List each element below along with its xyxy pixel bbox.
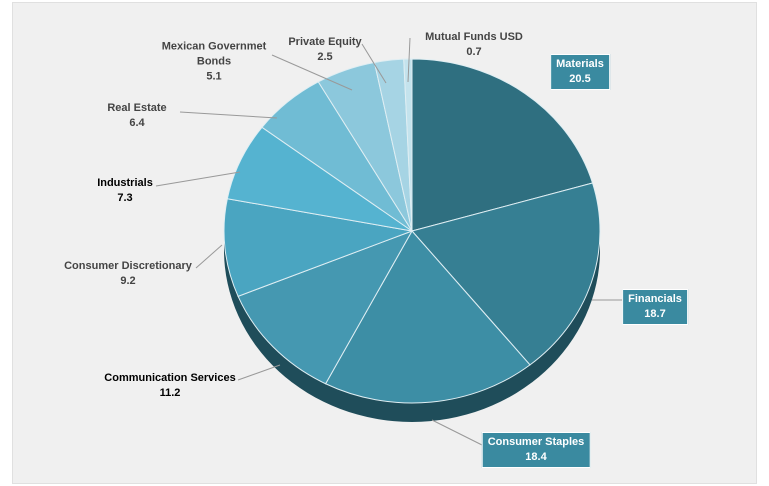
data-label: Private Equity 2.5	[288, 35, 361, 65]
value-label: 0.7	[466, 46, 482, 58]
pie-slice	[324, 230, 531, 404]
category-label: Private Equity	[288, 36, 362, 48]
data-label: Consumer Discretionary 9.2	[64, 259, 192, 289]
data-label: Materials 20.5	[550, 54, 610, 90]
category-label: Communication Services	[104, 372, 236, 384]
data-label: Mexican Governmet Bonds 5.1	[155, 40, 273, 85]
value-label: 18.7	[644, 308, 666, 320]
data-label: Real Estate 6.4	[107, 101, 166, 131]
category-label: Financials	[628, 293, 682, 305]
category-label: Consumer Staples	[487, 436, 585, 448]
category-label: Industrials	[97, 177, 153, 189]
data-label: Consumer Staples 18.4	[481, 432, 591, 468]
data-label: Communication Services 11.2	[104, 371, 235, 401]
data-label: Industrials 7.3	[97, 176, 153, 206]
leader-line	[271, 54, 353, 91]
value-label: 5.1	[206, 70, 222, 83]
category-label: Materials	[556, 58, 604, 70]
category-label: Mexican Governmet Bonds	[161, 40, 267, 68]
leader-line	[195, 244, 223, 269]
data-label: Mutual Funds USD 0.7	[425, 30, 523, 60]
value-label: 11.2	[159, 387, 181, 399]
value-label: 18.4	[525, 451, 547, 463]
pie-slice	[411, 58, 594, 232]
category-label: Real Estate	[107, 102, 167, 114]
value-label: 9.2	[120, 275, 136, 287]
value-label: 6.4	[129, 117, 145, 129]
pie-slice	[403, 58, 413, 232]
leader-line	[407, 37, 411, 83]
leader-line	[361, 43, 387, 84]
leader-line	[237, 364, 281, 381]
pie-slice	[411, 182, 601, 366]
value-label: 7.3	[117, 192, 133, 204]
value-label: 2.5	[317, 51, 333, 63]
category-label: Mutual Funds USD	[425, 31, 523, 43]
data-label: Financials 18.7	[622, 289, 688, 325]
leader-line	[431, 419, 485, 447]
category-label: Consumer Discretionary	[64, 260, 192, 272]
value-label: 20.5	[569, 73, 591, 85]
leader-line	[179, 111, 278, 119]
leader-line	[155, 171, 241, 187]
pie-slice	[237, 230, 414, 385]
